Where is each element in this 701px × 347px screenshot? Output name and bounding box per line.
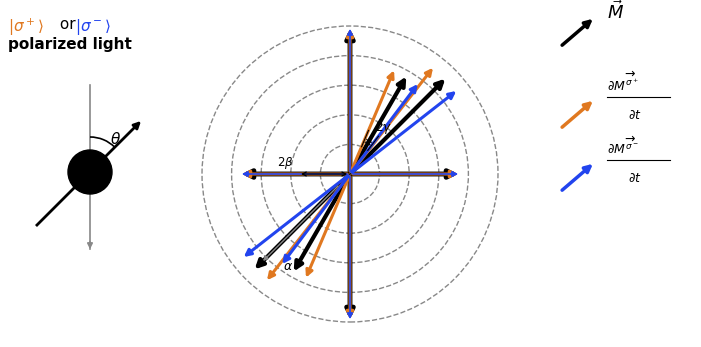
Text: $\partial t$: $\partial t$	[628, 172, 642, 185]
Text: $\partial\overrightarrow{M^{\sigma^+}}$: $\partial\overrightarrow{M^{\sigma^+}}$	[607, 71, 639, 94]
Text: $\partial\overrightarrow{M^{\sigma^-}}$: $\partial\overrightarrow{M^{\sigma^-}}$	[607, 135, 639, 157]
Text: $|\sigma^-\rangle$: $|\sigma^-\rangle$	[75, 17, 111, 37]
Text: $\alpha$: $\alpha$	[283, 260, 293, 273]
Text: polarized light: polarized light	[8, 37, 132, 52]
Text: $\vec{M}$: $\vec{M}$	[607, 1, 624, 24]
Text: or: or	[55, 17, 81, 32]
Text: $2\gamma$: $2\gamma$	[375, 120, 392, 136]
Text: $|\sigma^+\rangle$: $|\sigma^+\rangle$	[8, 17, 43, 38]
Text: $2\beta$: $2\beta$	[277, 155, 293, 171]
Text: $\theta$: $\theta$	[110, 131, 121, 147]
Text: $\partial t$: $\partial t$	[628, 109, 642, 122]
Circle shape	[68, 150, 112, 194]
